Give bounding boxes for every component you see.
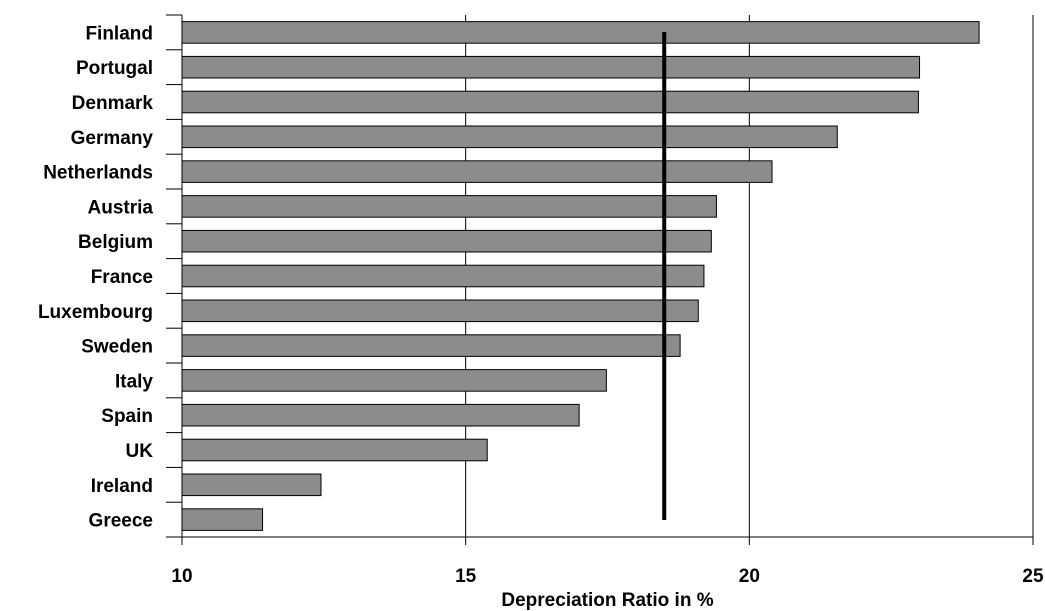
bar-portugal <box>181 55 921 79</box>
x-tick-label-10: 10 <box>171 566 192 587</box>
x-tick-labels: 10 15 20 25 <box>171 566 1044 587</box>
bar-ireland <box>181 473 322 497</box>
bar-spain <box>181 403 580 427</box>
bar-belgium <box>181 229 712 253</box>
x-tick-label-20: 20 <box>739 566 760 587</box>
bar-austria <box>181 195 717 218</box>
category-label-france: France <box>91 267 153 288</box>
category-label-germany: Germany <box>71 128 154 149</box>
axes <box>166 14 1034 545</box>
category-label-greece: Greece <box>89 511 153 532</box>
bar-france <box>181 264 705 288</box>
category-label-ireland: Ireland <box>91 476 153 497</box>
bar-finland <box>181 21 980 44</box>
bar-germany <box>181 125 838 149</box>
category-labels: Finland Portugal Denmark Germany Netherlands… <box>38 23 153 531</box>
bar-uk <box>181 438 488 462</box>
category-label-belgium: Belgium <box>78 232 153 253</box>
bar-luxembourg <box>181 299 699 323</box>
bar-sweden <box>181 334 681 357</box>
category-label-spain: Spain <box>101 406 153 427</box>
category-label-portugal: Portugal <box>76 58 153 79</box>
x-tick-label-25: 25 <box>1022 566 1044 587</box>
bar-italy <box>181 369 607 392</box>
bar-greece <box>181 508 264 531</box>
category-label-italy: Italy <box>115 371 153 392</box>
bars <box>181 21 980 531</box>
category-label-sweden: Sweden <box>81 337 153 358</box>
category-label-denmark: Denmark <box>72 93 154 114</box>
category-label-luxembourg: Luxembourg <box>38 302 153 323</box>
bar-netherlands <box>181 160 773 183</box>
category-label-finland: Finland <box>85 23 153 44</box>
category-label-netherlands: Netherlands <box>43 163 153 184</box>
category-label-austria: Austria <box>88 197 154 218</box>
bar-denmark <box>181 90 919 114</box>
x-tick-label-15: 15 <box>455 566 477 587</box>
category-label-uk: UK <box>126 441 154 462</box>
x-axis-title: Depreciation Ratio in % <box>501 590 713 611</box>
